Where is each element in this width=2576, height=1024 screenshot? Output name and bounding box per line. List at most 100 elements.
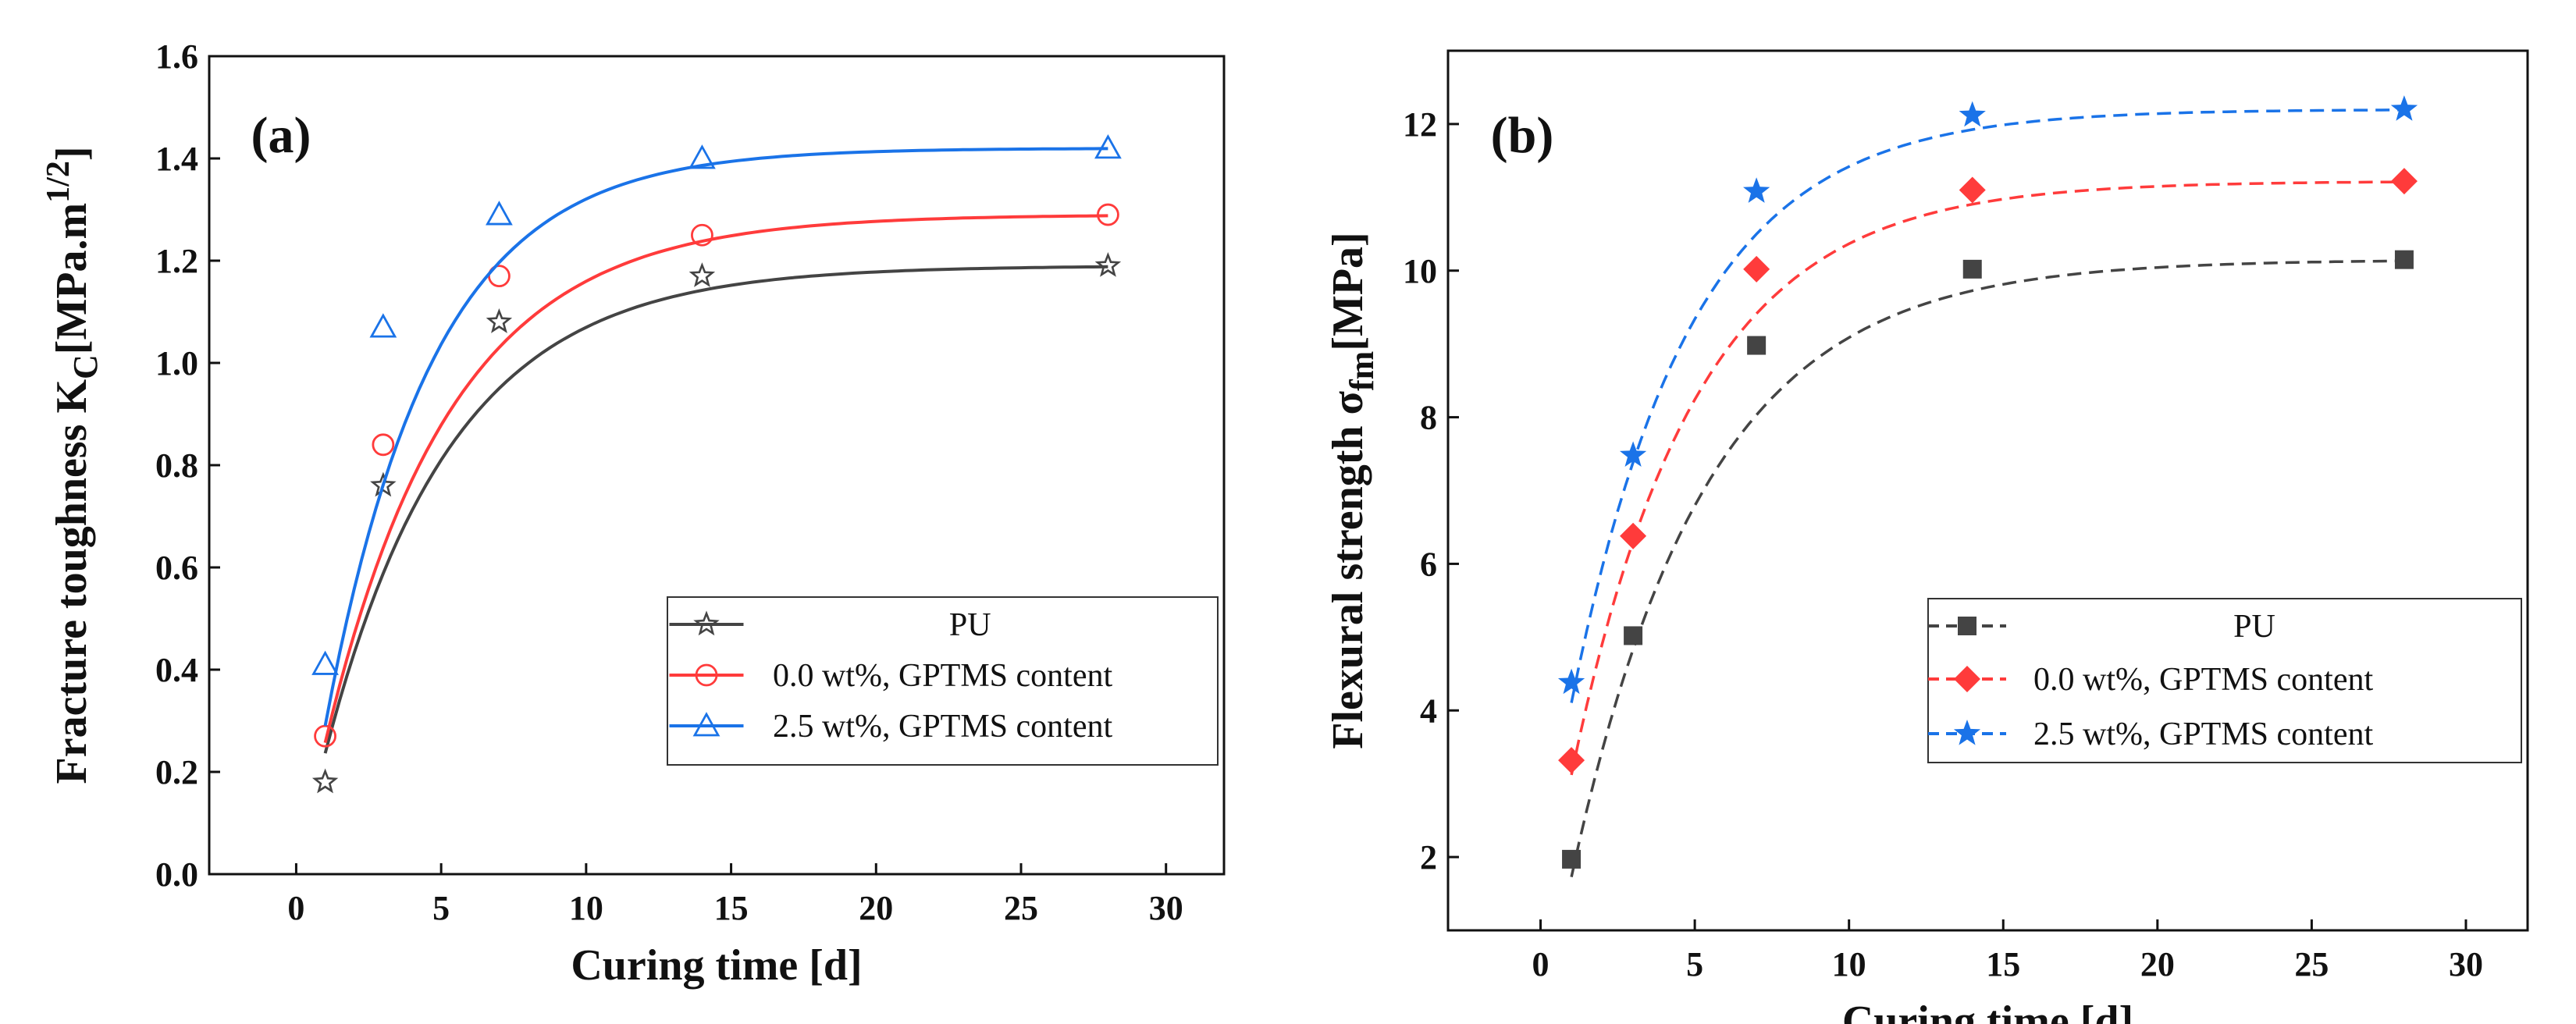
y-tick-label: 0.0	[155, 855, 198, 894]
y-tick-label: 0.4	[155, 651, 198, 689]
data-point	[2390, 95, 2418, 121]
data-point	[1620, 441, 1647, 467]
x-tick-label: 10	[1832, 945, 1866, 983]
legend-label: 2.5 wt%, GPTMS content	[2033, 716, 2373, 752]
y-tick-label: 6	[1420, 545, 1437, 583]
data-point	[2394, 250, 2414, 269]
legend-box	[667, 596, 1219, 766]
y-axis-title-part: [MPa]	[1324, 232, 1372, 350]
data-point	[1962, 259, 1982, 279]
data-point	[1747, 336, 1767, 355]
fit-curve	[1570, 108, 2404, 703]
data-point	[1620, 522, 1647, 549]
data-point	[1557, 668, 1585, 695]
panel-label: (a)	[251, 107, 311, 164]
fit-curve	[1570, 180, 2404, 776]
data-point	[1562, 849, 1582, 869]
data-point	[2390, 168, 2418, 195]
data-point	[486, 201, 513, 226]
data-point	[691, 223, 713, 247]
data-point	[311, 650, 339, 675]
fit-curve	[323, 214, 1108, 744]
y-tick-label: 12	[1403, 105, 1437, 144]
x-axis-title: Curing time [d]	[571, 941, 862, 990]
panel-a-fracture-toughness: 0 5 10 15 20 25 30 0.0 0.2 0.4 0.6 0.8 1.0 1.2 1.4 1.6 C…	[41, 37, 1226, 990]
data-point	[1959, 176, 1986, 204]
y-tick-label: 1.2	[155, 242, 198, 280]
y-tick-label: 0.6	[155, 549, 198, 587]
plot-frame	[1446, 49, 2529, 932]
x-tick-label: 15	[714, 889, 749, 927]
legend-label: PU	[2233, 609, 2275, 645]
legend-marker	[1954, 666, 1980, 692]
y-axis-title-part: fm	[1343, 351, 1381, 391]
legend-label: 0.0 wt%, GPTMS content	[2033, 662, 2373, 698]
fit-curve	[323, 147, 1108, 727]
data-point	[1959, 101, 1986, 127]
y-axis-title-part: C	[66, 354, 105, 379]
y-axis-title-part: 1/2	[41, 161, 76, 203]
legend-label: PU	[949, 607, 991, 643]
y-axis-title-part: Fracture toughness K	[48, 379, 96, 784]
y-tick-label: 1.0	[155, 344, 198, 382]
y-axis-title-part: Flexural strength σ	[1324, 390, 1372, 748]
fit-curve	[1570, 259, 2404, 877]
y-tick-label: 1.4	[155, 140, 198, 178]
data-point	[688, 262, 716, 287]
legend-marker	[693, 610, 720, 636]
data-point	[486, 308, 513, 333]
y-tick-label: 2	[1420, 838, 1437, 876]
data-point	[1624, 626, 1643, 645]
x-tick-label: 15	[1986, 945, 2020, 983]
y-tick-label: 0.2	[155, 753, 198, 791]
panel-b-flexural-strength: 0 5 10 15 20 25 30 2 4 6 8 10 12 Curing time [d] Flexu…	[1324, 49, 2529, 1024]
legend-marker	[1953, 720, 1981, 745]
x-tick-label: 30	[2449, 945, 2483, 983]
legend-marker	[695, 663, 718, 687]
y-axis-title-part: [MPa.m	[48, 203, 96, 354]
x-tick-label: 20	[2140, 945, 2175, 983]
legend-label: 2.5 wt%, GPTMS content	[773, 709, 1112, 745]
x-tick-label: 0	[1532, 945, 1550, 983]
x-tick-label: 25	[1004, 889, 1038, 927]
series-2	[1557, 95, 2418, 703]
data-point	[369, 313, 397, 338]
series-2	[311, 134, 1122, 727]
x-tick-label: 25	[2294, 945, 2329, 983]
y-tick-label: 1.6	[155, 37, 198, 76]
fit-curve	[323, 265, 1108, 754]
x-tick-label: 0	[287, 889, 304, 927]
data-point	[370, 471, 397, 497]
legend-marker	[692, 712, 720, 737]
y-tick-label: 4	[1420, 692, 1437, 730]
x-tick-label: 5	[1686, 945, 1703, 983]
data-point	[1094, 134, 1122, 159]
x-tick-label: 30	[1149, 889, 1183, 927]
data-point	[314, 724, 336, 748]
data-point	[1094, 252, 1122, 277]
data-point	[372, 433, 395, 457]
y-axis-title: Flexural strength σfm[MPa]	[1324, 232, 1381, 748]
data-point	[1097, 203, 1119, 226]
y-tick-label: 8	[1420, 399, 1437, 437]
data-point	[1743, 255, 1770, 283]
data-point	[1743, 177, 1770, 203]
x-tick-label: 10	[569, 889, 603, 927]
y-axis-title: Fracture toughness KC[MPa.m1/2]	[41, 147, 105, 784]
series-0	[311, 252, 1122, 794]
series-1	[314, 203, 1119, 748]
series-1	[1558, 168, 2418, 776]
legend-label: 0.0 wt%, GPTMS content	[773, 658, 1112, 694]
y-tick-label: 10	[1403, 252, 1437, 290]
data-point	[688, 144, 716, 169]
data-point	[311, 768, 339, 794]
legend: PU 0.0 wt%, GPTMS content 2.5 wt%, GPTMS c…	[1927, 598, 2522, 763]
y-tick-label: 0.8	[155, 446, 198, 485]
legend-marker	[1958, 617, 1976, 635]
legend: PU 0.0 wt%, GPTMS content 2.5 wt%, GPTMS c…	[667, 596, 1219, 766]
series-0	[1562, 250, 2414, 877]
x-tick-label: 5	[432, 889, 450, 927]
panel-label: (b)	[1491, 107, 1554, 164]
legend-box	[1927, 598, 2522, 763]
